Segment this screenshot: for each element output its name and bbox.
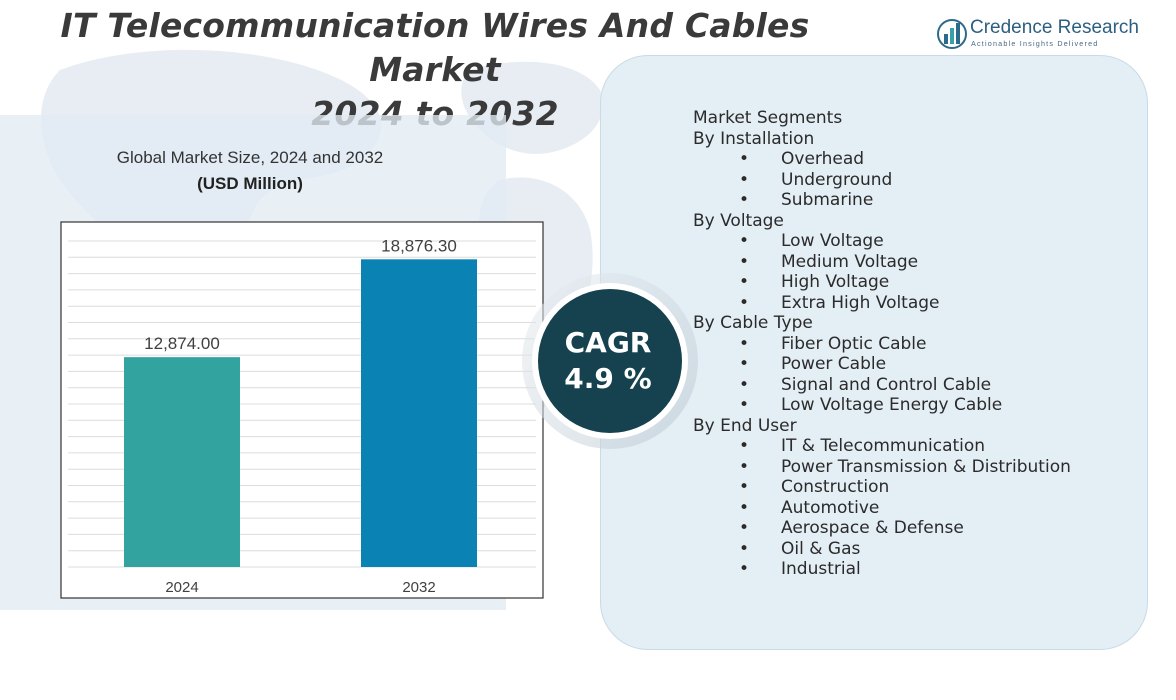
bullet-icon: • — [739, 436, 750, 456]
cagr-label: CAGR — [565, 326, 652, 359]
segment-item: • Extra High Voltage — [693, 293, 1071, 314]
bullet-icon: • — [739, 190, 750, 210]
segment-item: • Low Voltage — [693, 231, 1071, 252]
bullet-icon: • — [739, 374, 750, 395]
segment-heading: By Cable Type — [693, 313, 813, 333]
segment-item-label: Overhead — [781, 149, 865, 169]
segment-item-label: Power Cable — [781, 354, 887, 374]
bullet-icon: • — [739, 518, 750, 538]
bullet-icon: • — [739, 272, 750, 292]
bullet-icon: • — [739, 251, 750, 272]
bullet-icon: • — [739, 354, 750, 374]
segment-item: • Construction — [693, 477, 1071, 498]
segment-item-label: Submarine — [781, 190, 874, 210]
bullet-icon: • — [739, 477, 750, 497]
category-label: 2032 — [402, 579, 435, 596]
bullet-icon: • — [739, 149, 750, 169]
segment-item-label: IT & Telecommunication — [781, 436, 986, 456]
segment-item-label: Industrial — [781, 559, 861, 579]
segment-item-label: Fiber Optic Cable — [781, 333, 927, 354]
bullet-icon: • — [739, 231, 750, 251]
bar-2024 — [124, 357, 240, 567]
bullet-icon: • — [739, 538, 750, 559]
chart-subtitle: (USD Million) — [197, 174, 303, 193]
bullet-icon: • — [739, 292, 750, 313]
bar-value-label: 12,874.00 — [144, 334, 220, 353]
segment-heading: By Installation — [693, 128, 815, 149]
segment-item: • IT & Telecommunication — [693, 436, 1071, 457]
segment-item-label: Underground — [781, 169, 893, 190]
segment-item: • Power Transmission & Distribution — [693, 457, 1071, 478]
segment-item-label: Medium Voltage — [781, 251, 919, 272]
cagr-value: 4.9 % — [564, 362, 651, 395]
bullet-icon: • — [739, 169, 750, 190]
segment-item-label: Aerospace & Defense — [781, 518, 964, 538]
segment-item-label: Power Transmission & Distribution — [781, 456, 1071, 477]
segment-item-label: Low Voltage — [781, 231, 884, 251]
segment-item-label: Automotive — [781, 497, 880, 518]
title-line-1: IT Telecommunication Wires And Cables Ma… — [60, 6, 810, 89]
segment-item-label: Low Voltage Energy Cable — [781, 395, 1003, 415]
segment-item: • Automotive — [693, 498, 1071, 519]
bullet-icon: • — [739, 456, 750, 477]
bar-2032 — [361, 259, 477, 567]
bar-value-label: 18,876.30 — [381, 236, 457, 255]
bar-chart-logo-icon — [937, 19, 967, 49]
segment-item: • High Voltage — [693, 272, 1071, 293]
segment-heading: By Voltage — [693, 210, 784, 231]
chart-title: Global Market Size, 2024 and 2032 — [116, 148, 384, 167]
segment-item: • Oil & Gas — [693, 539, 1071, 560]
segment-item: • Underground — [693, 170, 1071, 191]
segment-item-label: Signal and Control Cable — [781, 374, 992, 395]
logo-tagline: Actionable Insights Delivered — [971, 39, 1099, 48]
segment-item-label: Oil & Gas — [781, 538, 861, 559]
segment-item: • Aerospace & Defense — [693, 518, 1071, 539]
segment-item-label: Construction — [781, 477, 890, 497]
segment-item: • Power Cable — [693, 354, 1071, 375]
bullet-icon: • — [739, 395, 750, 415]
segment-item: • Medium Voltage — [693, 252, 1071, 273]
segment-item: • Overhead — [693, 149, 1071, 170]
bullet-icon: • — [739, 559, 750, 579]
segment-item-label: Extra High Voltage — [781, 292, 940, 313]
segments-title: Market Segments — [693, 108, 843, 128]
market-segments-list: Market Segments By Installation • Overhead •… — [693, 108, 1071, 580]
segment-item: • Submarine — [693, 190, 1071, 211]
segment-item: • Low Voltage Energy Cable — [693, 395, 1071, 416]
bullet-icon: • — [739, 497, 750, 518]
segment-item-label: High Voltage — [781, 272, 890, 292]
segment-heading: By End User — [693, 415, 797, 436]
segment-item: • Industrial — [693, 559, 1071, 580]
cagr-badge: CAGR 4.9 % — [522, 273, 698, 449]
bar-chart: 12,874.00 2024 18,876.30 2032 — [60, 221, 544, 599]
segment-item: • Fiber Optic Cable — [693, 334, 1071, 355]
bullet-icon: • — [739, 333, 750, 354]
logo-name: Credence Research — [970, 17, 1139, 38]
category-label: 2024 — [165, 579, 198, 596]
segment-item: • Signal and Control Cable — [693, 375, 1071, 396]
